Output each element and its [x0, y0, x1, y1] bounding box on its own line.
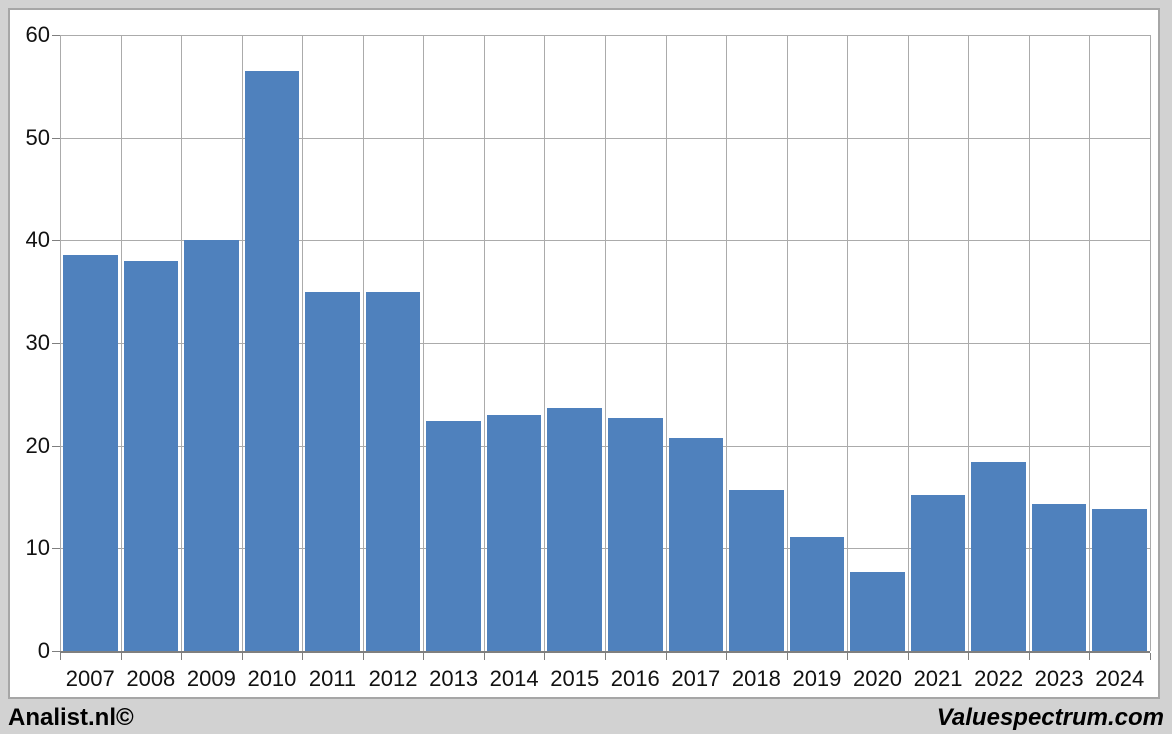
x-tick-mark: [666, 653, 667, 660]
x-tick-mark: [544, 653, 545, 660]
bar-2024: [1092, 509, 1147, 651]
bar-2007: [63, 254, 118, 651]
x-tick-label: 2008: [126, 666, 176, 691]
bar-2022: [971, 462, 1026, 651]
bar-2008: [123, 260, 179, 651]
bar-2017: [668, 438, 724, 651]
v-gridline: [181, 35, 182, 651]
v-gridline: [908, 35, 909, 651]
v-gridline: [726, 35, 727, 651]
x-tick-mark: [908, 653, 909, 660]
v-gridline: [484, 35, 485, 651]
bar-2013: [426, 421, 481, 651]
bar-2015: [547, 407, 602, 651]
chart-panel: 0 10 20 30 40 50 60 2007 2008 2009 2010 2011 2012 20…: [8, 8, 1160, 699]
x-tick-label: 2011: [308, 666, 357, 691]
y-tick-mark: [52, 35, 60, 36]
x-tick-label: 2019: [792, 666, 842, 691]
footer: Analist.nl© Valuespectrum.com: [0, 701, 1172, 734]
bar-2018: [729, 489, 784, 651]
bar-2019: [789, 537, 845, 651]
analist-credit: Analist.nl©: [8, 703, 134, 731]
y-tick-label: 0: [37, 638, 50, 663]
y-tick-label: 60: [25, 22, 50, 47]
x-tick-label: 2014: [489, 666, 539, 691]
x-tick-mark: [302, 653, 303, 660]
x-tick-label: 2023: [1034, 666, 1084, 691]
x-tick-label: 2024: [1095, 666, 1145, 691]
x-tick-label: 2010: [247, 666, 297, 691]
y-tick-label: 30: [25, 330, 50, 355]
v-gridline: [968, 35, 969, 651]
x-tick-mark: [1029, 653, 1030, 660]
x-tick-mark: [363, 653, 364, 660]
v-gridline: [302, 35, 303, 651]
bar-2020: [850, 571, 905, 651]
bar-2021: [910, 494, 966, 651]
x-tick-label: 2007: [65, 666, 115, 691]
v-gridline: [1150, 35, 1151, 651]
y-tick-mark: [52, 548, 60, 550]
x-tick-label: 2021: [913, 666, 963, 691]
v-gridline: [363, 35, 364, 651]
v-gridline: [847, 35, 848, 651]
x-tick-mark: [1089, 653, 1090, 660]
x-tick-label: 2022: [974, 666, 1024, 691]
plot-area: [60, 35, 1151, 653]
y-tick-label: 10: [25, 535, 50, 561]
y-tick-label: 50: [25, 124, 50, 150]
x-tick-label: 2018: [731, 666, 781, 691]
y-tick-mark: [52, 343, 60, 344]
x-tick-mark: [1150, 653, 1151, 660]
bar-2009: [184, 240, 239, 651]
x-tick-mark: [423, 653, 424, 660]
v-gridline: [1029, 35, 1030, 651]
v-gridline: [787, 35, 788, 651]
x-tick-mark: [726, 653, 727, 660]
x-tick-mark: [787, 653, 788, 660]
x-tick-label: 2012: [368, 666, 418, 691]
x-tick-mark: [968, 653, 969, 660]
x-tick-mark: [847, 653, 848, 660]
x-tick-label: 2015: [550, 666, 600, 691]
y-tick-label: 40: [25, 227, 50, 253]
x-tick-mark: [121, 653, 122, 660]
bar-2012: [365, 291, 421, 651]
x-tick-mark: [60, 653, 61, 660]
v-gridline: [605, 35, 606, 651]
v-gridline: [544, 35, 545, 651]
valuespectrum-credit: Valuespectrum.com: [936, 703, 1164, 731]
v-gridline: [1089, 35, 1090, 651]
y-tick-label: 20: [25, 432, 50, 458]
v-gridline: [423, 35, 424, 651]
x-tick-label: 2016: [610, 666, 660, 691]
y-tick-mark: [52, 240, 60, 242]
v-gridline: [60, 35, 61, 651]
y-tick-mark: [52, 445, 60, 447]
bar-2016: [608, 417, 663, 651]
bar-2023: [1031, 504, 1087, 651]
x-tick-mark: [484, 653, 485, 660]
x-tick-label: 2020: [853, 666, 902, 691]
x-tick-mark: [242, 653, 243, 660]
v-gridline: [121, 35, 122, 651]
x-tick-label: 2009: [186, 666, 236, 691]
bar-2011: [305, 291, 360, 651]
v-gridline: [666, 35, 667, 651]
y-tick-mark: [52, 651, 60, 652]
bar-2010: [244, 70, 300, 651]
x-tick-label: 2013: [429, 666, 479, 691]
bar-2014: [486, 414, 542, 651]
y-tick-mark: [52, 137, 60, 139]
x-tick-mark: [181, 653, 182, 660]
x-tick-label: 2017: [671, 666, 721, 691]
v-gridline: [242, 35, 243, 651]
x-tick-mark: [605, 653, 606, 660]
